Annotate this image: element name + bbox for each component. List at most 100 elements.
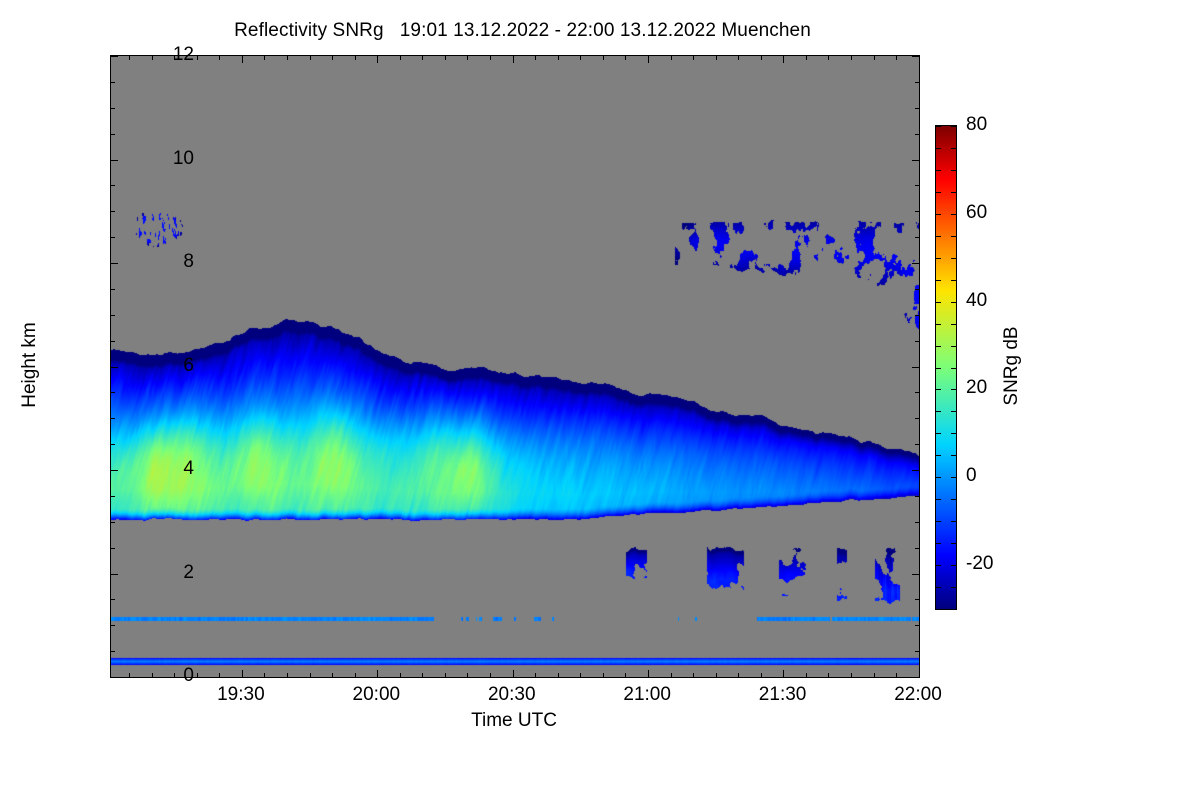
x-tick-top	[196, 56, 198, 60]
x-tick-top	[286, 56, 288, 60]
x-tick	[309, 673, 311, 677]
colorbar-title: SNRg dB	[1001, 326, 1022, 406]
x-tick	[174, 673, 176, 677]
y-tick	[111, 185, 115, 187]
colorbar-tick-right	[951, 235, 956, 237]
colorbar-tick-label: -20	[966, 553, 994, 575]
x-tick	[557, 673, 559, 677]
x-tick	[377, 670, 379, 677]
y-tick	[111, 651, 115, 653]
colorbar-tick-right	[951, 521, 956, 523]
x-tick	[670, 673, 672, 677]
x-tick	[354, 673, 356, 677]
x-tick	[647, 670, 649, 677]
y-tick-right	[915, 392, 919, 394]
colorbar-tick-label: 40	[966, 289, 988, 311]
y-tick-right	[915, 625, 919, 627]
y-tick	[111, 81, 115, 83]
y-tick	[111, 340, 115, 342]
y-tick	[111, 599, 115, 601]
x-tick-top	[512, 56, 514, 63]
x-tick	[535, 673, 537, 677]
reflectivity-heatmap	[111, 56, 919, 677]
x-tick	[580, 673, 582, 677]
colorbar-tick-right	[951, 323, 956, 325]
colorbar-tick-right	[951, 389, 956, 391]
y-tick-right	[915, 495, 919, 497]
x-tick-top	[241, 56, 243, 63]
x-tick	[760, 673, 762, 677]
x-tick	[896, 673, 898, 677]
x-tick-top	[557, 56, 559, 60]
colorbar-tick-right	[951, 565, 956, 567]
y-tick-right	[915, 81, 919, 83]
colorbar-gradient	[936, 126, 956, 609]
colorbar-tick-label: 0	[966, 465, 977, 487]
colorbar-tick	[936, 609, 941, 610]
x-tick-label: 20:00	[352, 684, 401, 705]
colorbar-tick-right	[951, 169, 956, 171]
y-tick	[111, 444, 115, 446]
y-tick-right	[915, 133, 919, 135]
x-tick-top	[264, 56, 266, 60]
colorbar-tick-right	[951, 257, 956, 259]
colorbar-tick	[936, 389, 941, 391]
x-tick-top	[219, 56, 221, 60]
x-tick-top	[647, 56, 649, 63]
x-tick-top	[467, 56, 469, 60]
x-tick	[850, 673, 852, 677]
colorbar-tick-right	[951, 433, 956, 435]
y-tick	[111, 237, 115, 239]
colorbar-tick	[936, 126, 941, 127]
colorbar-tick	[936, 323, 941, 325]
y-tick	[111, 521, 115, 523]
y-tick-label: 10	[172, 147, 194, 169]
colorbar-tick	[936, 411, 941, 413]
y-tick	[111, 56, 118, 57]
colorbar-tick	[936, 433, 941, 435]
y-tick-right	[912, 573, 919, 575]
y-tick-right	[915, 314, 919, 316]
colorbar-tick-label: 80	[966, 114, 988, 135]
colorbar-tick-right	[951, 126, 956, 127]
x-tick-top	[715, 56, 717, 60]
colorbar-tick-right	[951, 301, 956, 303]
colorbar-tick	[936, 587, 941, 589]
x-tick	[196, 673, 198, 677]
colorbar-tick	[936, 213, 941, 215]
y-tick	[111, 495, 115, 497]
x-tick	[151, 673, 153, 677]
colorbar-tick-right	[951, 367, 956, 369]
y-tick	[111, 573, 118, 575]
colorbar-tick-right	[951, 147, 956, 149]
x-tick-top	[738, 56, 740, 60]
y-tick	[111, 418, 115, 420]
colorbar-tick	[936, 455, 941, 457]
y-tick-right	[915, 521, 919, 523]
x-tick-label: 20:30	[487, 684, 536, 705]
x-tick	[625, 673, 627, 677]
x-tick-top	[174, 56, 176, 60]
colorbar	[935, 125, 957, 610]
colorbar-tick-right	[951, 411, 956, 413]
x-tick-label: 21:30	[758, 684, 807, 705]
x-tick	[918, 670, 920, 677]
x-tick-top	[693, 56, 695, 60]
y-tick	[111, 159, 118, 161]
x-tick-top	[760, 56, 762, 60]
x-tick-top	[535, 56, 537, 60]
x-tick	[467, 673, 469, 677]
x-tick-top	[422, 56, 424, 60]
y-tick	[111, 107, 115, 109]
colorbar-tick	[936, 169, 941, 171]
x-tick	[264, 673, 266, 677]
y-tick-right	[915, 107, 919, 109]
x-tick-label: 22:00	[894, 684, 942, 705]
y-tick-label: 2	[183, 561, 194, 583]
y-tick-right	[915, 211, 919, 213]
x-tick	[783, 670, 785, 677]
colorbar-tick-right	[951, 477, 956, 479]
x-tick	[715, 673, 717, 677]
y-tick-right	[912, 470, 919, 471]
